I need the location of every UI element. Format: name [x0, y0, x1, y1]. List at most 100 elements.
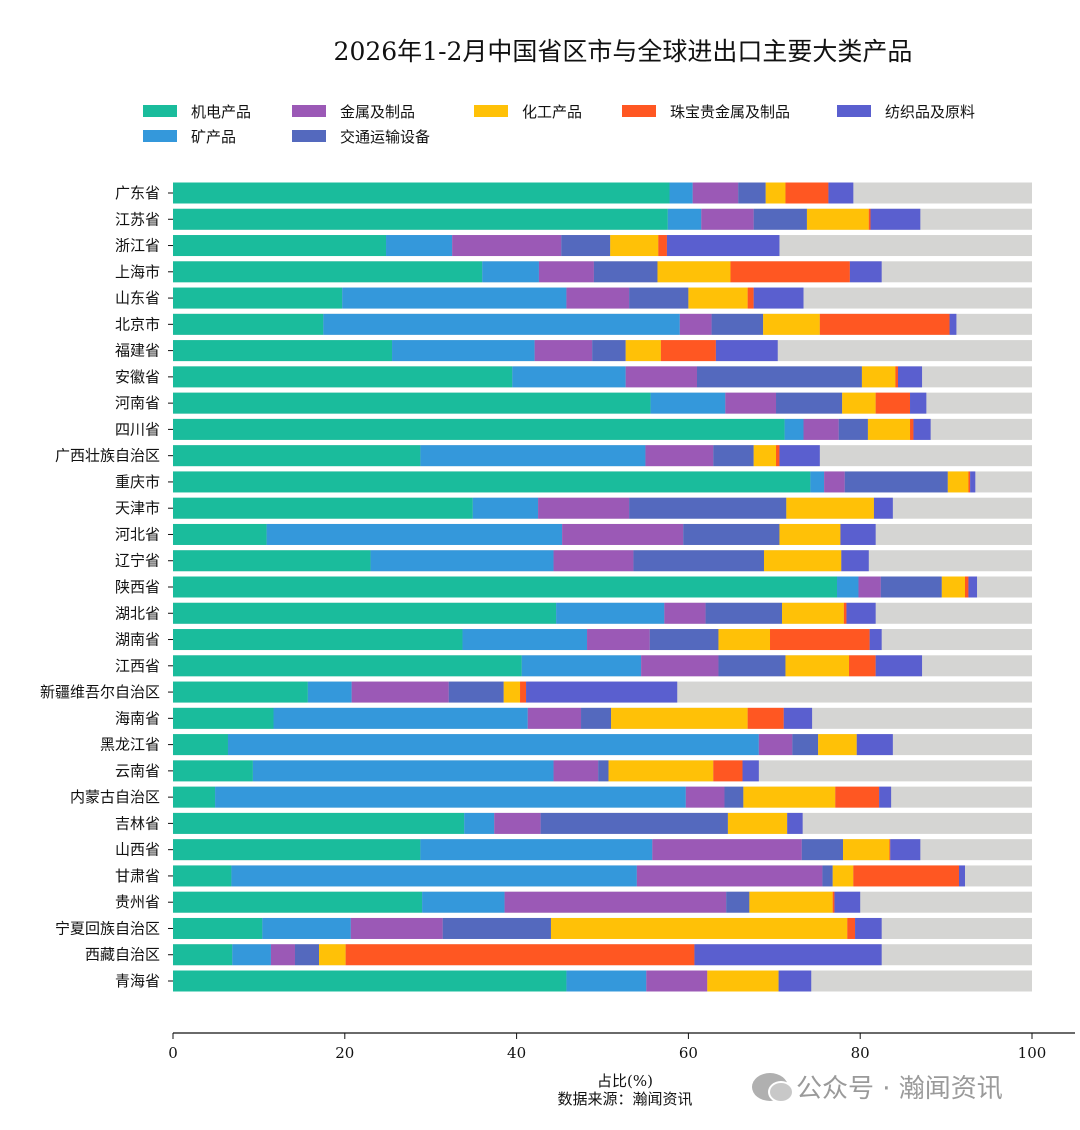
bar-segment [910, 418, 914, 440]
bar-segment [968, 471, 971, 493]
bar-segment [538, 261, 594, 283]
bar-segment [913, 418, 931, 440]
bar-segment [173, 812, 465, 834]
bar-segment [730, 261, 850, 283]
bar-segment [270, 944, 295, 966]
y-axis-labels: 广东省江苏省浙江省上海市山东省北京市福建省安徽省河南省四川省广西壮族自治区重庆市… [40, 184, 173, 990]
bar-segment [696, 366, 862, 388]
bar-segment [765, 182, 786, 204]
bar-segment [520, 681, 527, 703]
bar-segment [173, 497, 473, 519]
bar-segment [649, 629, 719, 651]
y-tick-label: 四川省 [115, 420, 160, 438]
bar-segment [855, 917, 882, 939]
bar-segment [660, 340, 716, 362]
bar-segment [534, 340, 593, 362]
bar-segment [512, 366, 626, 388]
bar-segment [910, 392, 927, 414]
bar-segment [875, 392, 911, 414]
bar-segment [856, 734, 893, 756]
bar-segment [869, 629, 882, 651]
bar-segment [861, 366, 896, 388]
bar-segment [853, 865, 959, 887]
bar-segment [818, 734, 857, 756]
bar-segment [819, 313, 950, 335]
wechat-icon [752, 1072, 794, 1103]
bar-segment [232, 944, 271, 966]
bar-segment [646, 970, 708, 992]
bar-segment [370, 550, 554, 572]
bar-segment [822, 865, 833, 887]
bar-segment [832, 891, 835, 913]
legend-swatch [143, 130, 177, 142]
bar-segment [420, 445, 646, 467]
bar-segment [840, 523, 876, 545]
bar-segment [890, 839, 921, 861]
y-tick-label: 湖北省 [115, 604, 160, 622]
y-tick-label: 重庆市 [115, 473, 160, 491]
bar-segment [350, 917, 443, 939]
y-tick-label: 上海市 [115, 263, 160, 281]
bar-segment [880, 576, 942, 598]
bar-segment [173, 629, 463, 651]
bar-segment [784, 418, 804, 440]
y-tick-label: 贵州省 [115, 893, 160, 911]
bars [173, 182, 1032, 992]
bar-segment [753, 445, 777, 467]
legend-swatch [292, 105, 326, 117]
bar-segment [806, 208, 869, 230]
bar-segment [742, 760, 759, 782]
bar-segment [173, 865, 232, 887]
bar-segment [645, 445, 714, 467]
bar-segment [713, 445, 754, 467]
bar-segment [173, 681, 308, 703]
bar-segment [173, 944, 233, 966]
bar-segment [968, 576, 978, 598]
bar-segment [173, 655, 522, 677]
y-tick-label: 河北省 [115, 525, 160, 543]
bar-segment [782, 602, 844, 624]
bar-segment [173, 366, 513, 388]
y-tick-label: 黑龙江省 [100, 736, 160, 754]
bar-segment [970, 471, 976, 493]
y-tick-label: 广东省 [115, 184, 160, 202]
bar-segment [592, 340, 626, 362]
bar-segment [173, 340, 393, 362]
bar-segment [625, 366, 697, 388]
bar-segment [173, 235, 387, 257]
y-tick-label: 福建省 [115, 342, 160, 360]
bar-segment [556, 602, 665, 624]
bar-segment [870, 208, 921, 230]
bar-segment [824, 471, 845, 493]
bar-segment [786, 497, 874, 519]
y-tick-label: 江苏省 [115, 210, 160, 228]
bar-segment [629, 287, 689, 309]
bar-segment [266, 523, 563, 545]
bar-segment [294, 944, 320, 966]
bar-segment [711, 313, 764, 335]
bar-segment [785, 655, 850, 677]
y-tick-label: 天津市 [115, 499, 160, 517]
legend-swatch [292, 130, 326, 142]
bar-segment [527, 707, 582, 729]
bar-segment [941, 576, 965, 598]
bar-segment [173, 707, 274, 729]
legend-label: 交通运输设备 [340, 128, 430, 146]
bar-segment [593, 261, 658, 283]
bar-segment [679, 313, 712, 335]
legend-label: 机电产品 [191, 103, 251, 121]
bar-segment [550, 917, 848, 939]
bar-segment [494, 812, 541, 834]
bar-segment [758, 734, 793, 756]
bar-segment [778, 970, 812, 992]
x-tick-label: 20 [335, 1044, 354, 1062]
bar-segment [629, 497, 787, 519]
bar-segment [849, 261, 882, 283]
bar-segment [462, 629, 588, 651]
bar-segment [307, 681, 352, 703]
bar-segment [858, 576, 881, 598]
bar-segment [801, 839, 844, 861]
y-tick-label: 宁夏回族自治区 [55, 919, 160, 937]
bar-segment [173, 392, 651, 414]
legend-swatch [622, 105, 656, 117]
